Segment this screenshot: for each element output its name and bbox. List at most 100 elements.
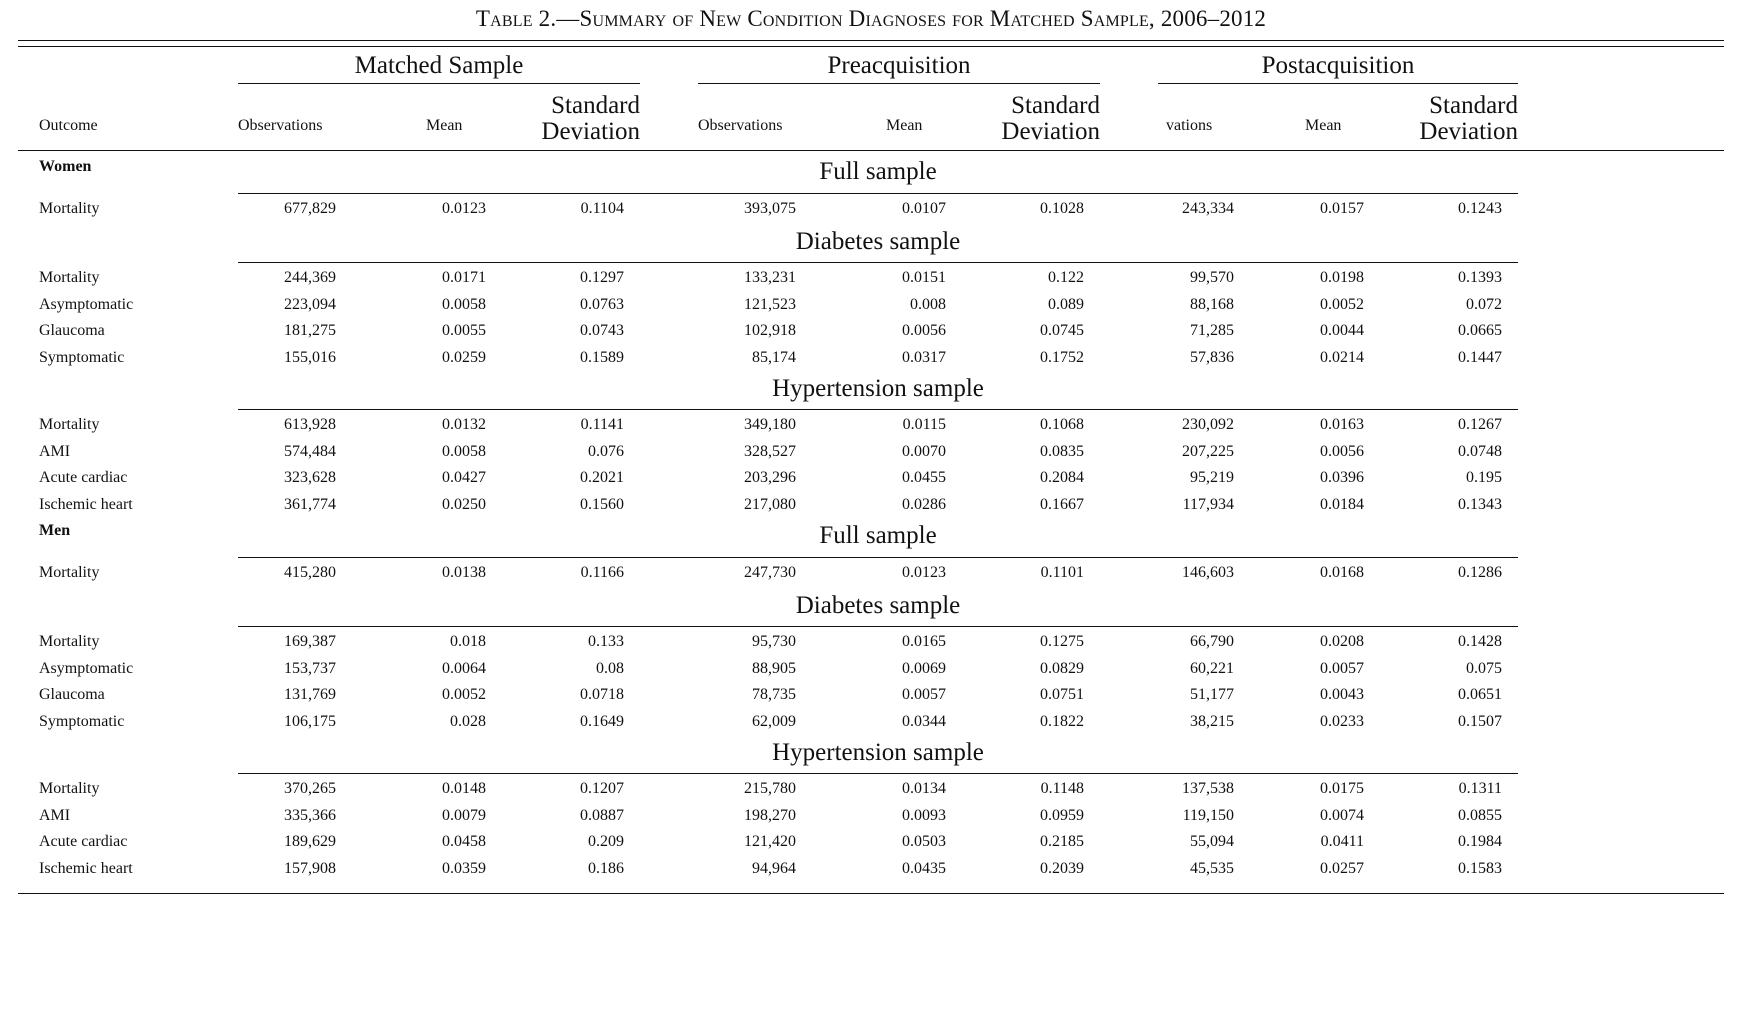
row-label: Symptomatic xyxy=(39,348,125,366)
panel-rule xyxy=(238,409,1518,410)
table-cell: 335,366 xyxy=(284,806,336,824)
table-cell: 66,790 xyxy=(1190,633,1234,650)
table-cell: 0.075 xyxy=(1466,659,1502,677)
table-cell: 0.2021 xyxy=(580,469,624,486)
table-cell: 0.2039 xyxy=(1040,859,1084,877)
table-cell: 0.0044 xyxy=(1320,322,1364,339)
row-label: Acute cardiac xyxy=(39,469,128,486)
table-cell: 88,168 xyxy=(1190,295,1234,313)
table-cell: 0.0184 xyxy=(1320,495,1364,513)
table-cell: 0.1447 xyxy=(1458,348,1502,366)
bottom-rule xyxy=(18,893,1724,894)
table-cell: 203,296 xyxy=(744,469,796,486)
table-cell: 0.0250 xyxy=(442,495,486,513)
table-cell: 95,730 xyxy=(752,633,796,650)
table-cell: 328,527 xyxy=(744,442,796,460)
table-cell: 0.0259 xyxy=(442,348,486,366)
table-cell: 181,275 xyxy=(284,322,336,339)
table-cell: 0.0198 xyxy=(1320,269,1364,286)
table-cell: 0.0359 xyxy=(442,859,486,877)
table-cell: 38,215 xyxy=(1190,712,1234,730)
table-cell: 0.1275 xyxy=(1040,633,1084,650)
table-cell: 0.0134 xyxy=(902,780,946,797)
table-cell: 0.1104 xyxy=(580,200,624,217)
table-cell: 0.0763 xyxy=(580,295,624,313)
row-label: AMI xyxy=(39,442,71,460)
table-cell: 131,769 xyxy=(284,686,336,703)
table-cell: 0.0214 xyxy=(1320,348,1364,366)
table-cell: 0.0107 xyxy=(902,200,946,217)
table-cell: 94,964 xyxy=(752,859,796,877)
row-label: Acute cardiac xyxy=(39,833,128,850)
table-cell: 0.0123 xyxy=(442,200,486,217)
table-cell: 198,270 xyxy=(744,806,796,824)
table-cell: 217,080 xyxy=(744,495,796,513)
table-cell: 361,774 xyxy=(284,495,336,513)
table-cell: 0.1343 xyxy=(1458,495,1502,513)
table-cell: 0.0396 xyxy=(1320,469,1364,486)
table-cell: 0.1311 xyxy=(1458,780,1502,797)
table-cell: 223,094 xyxy=(284,295,336,313)
table-cell: 0.072 xyxy=(1466,295,1502,313)
table-cell: 0.0959 xyxy=(1040,806,1084,824)
table-cell: 95,219 xyxy=(1190,469,1234,486)
row-label: Asymptomatic xyxy=(39,659,134,677)
table-cell: 0.0257 xyxy=(1320,859,1364,877)
table-cell: 613,928 xyxy=(284,416,336,433)
table-cell: 0.1393 xyxy=(1458,269,1502,286)
row-label: Glaucoma xyxy=(39,322,105,339)
table-cell: 153,737 xyxy=(284,659,336,677)
panel-title: Full sample xyxy=(819,158,937,185)
table-cell: 243,334 xyxy=(1182,200,1234,217)
table-cell: 0.0052 xyxy=(442,686,486,703)
table-cell: 51,177 xyxy=(1190,686,1234,703)
table-cell: 0.0344 xyxy=(902,712,946,730)
table-cell: 0.0855 xyxy=(1458,806,1502,824)
row-label: Ischemic heart xyxy=(39,495,133,513)
table-figure: Table 2.—Summary of New Condition Diagno… xyxy=(18,0,1724,894)
table-cell: 0.0079 xyxy=(442,806,486,824)
row-label: AMI xyxy=(39,806,71,824)
table-cell: 0.1984 xyxy=(1458,833,1502,850)
group-rule-pre xyxy=(698,83,1100,84)
table-cell: 230,092 xyxy=(1182,416,1234,433)
table-cell: 60,221 xyxy=(1190,659,1234,677)
table-cell: 0.1667 xyxy=(1040,495,1084,513)
table-cell: 0.008 xyxy=(910,295,946,313)
table-cell: 0.0055 xyxy=(442,322,486,339)
col-header-pre-sd-2: Deviation xyxy=(1001,118,1100,145)
table-cell: 0.0427 xyxy=(442,469,486,486)
table-cell: 0.0651 xyxy=(1458,686,1502,703)
table-cell: 323,628 xyxy=(284,469,336,486)
table-cell: 0.1822 xyxy=(1040,712,1084,730)
table-cell: 88,905 xyxy=(752,659,796,677)
group-header-pre: Preacquisition xyxy=(827,52,971,79)
col-header-post-sd-2: Deviation xyxy=(1419,118,1518,145)
table-cell: 0.0411 xyxy=(1320,833,1364,850)
row-label: Glaucoma xyxy=(39,686,105,703)
table-cell: 0.089 xyxy=(1048,295,1084,313)
table-cell: 0.1297 xyxy=(580,269,624,286)
table-cell: 0.0665 xyxy=(1458,322,1502,339)
table-cell: 99,570 xyxy=(1190,269,1234,286)
table-cell: 137,538 xyxy=(1182,780,1234,797)
top-rule xyxy=(18,40,1724,41)
group-header-matched: Matched Sample xyxy=(354,52,524,79)
row-label: Asymptomatic xyxy=(39,295,134,313)
table-cell: 0.0093 xyxy=(902,806,946,824)
table-cell: 0.0171 xyxy=(442,269,486,286)
table-cell: 155,016 xyxy=(284,348,336,366)
table-cell: 244,369 xyxy=(284,269,336,286)
row-label: Ischemic heart xyxy=(39,859,133,877)
table-cell: 0.0064 xyxy=(442,659,486,677)
table-cell: 574,484 xyxy=(284,442,336,460)
table-cell: 106,175 xyxy=(284,712,336,730)
table-cell: 0.0168 xyxy=(1320,564,1364,581)
table-cell: 0.0286 xyxy=(902,495,946,513)
table-cell: 0.0748 xyxy=(1458,442,1502,460)
col-header-pre-mean: Mean xyxy=(886,117,923,134)
table-cell: 102,918 xyxy=(744,322,796,339)
table-cell: 0.0317 xyxy=(902,348,946,366)
panel-title: Diabetes sample xyxy=(795,592,961,619)
table-cell: 247,730 xyxy=(744,564,796,581)
